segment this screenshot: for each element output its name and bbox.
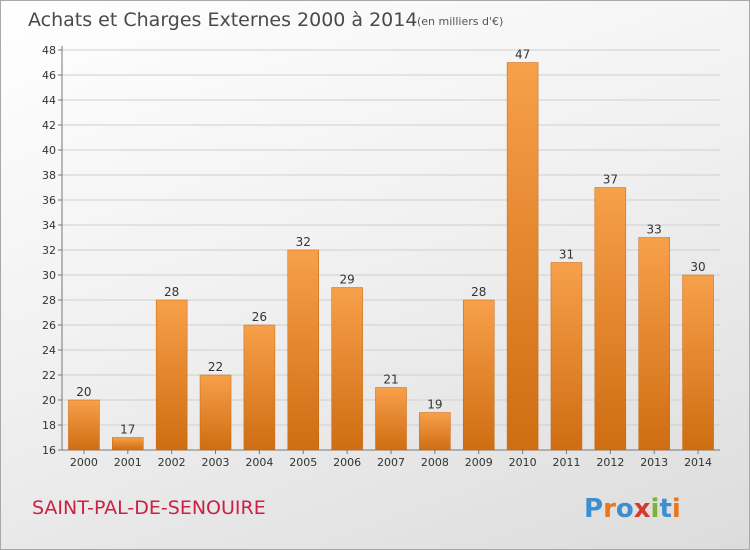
bar-2013 <box>638 237 670 451</box>
y-tick-label: 40 <box>42 144 56 157</box>
y-tick-label: 28 <box>42 294 56 307</box>
logo-letter: r <box>603 494 616 524</box>
chart-title: Achats et Charges Externes 2000 à 2014 <box>28 9 417 31</box>
x-tick-label: 2013 <box>640 456 668 469</box>
data-label: 20 <box>76 385 91 399</box>
x-tick-label: 2006 <box>333 456 361 469</box>
data-label: 29 <box>339 273 354 287</box>
y-tick-label: 44 <box>42 94 56 107</box>
x-tick-label: 2003 <box>202 456 230 469</box>
x-tick-label: 2008 <box>421 456 449 469</box>
y-tick-label: 22 <box>42 369 56 382</box>
x-axis-ticks: 2000 2001 2002 2003 2004 2005 2006 2007 2008 2009… <box>70 450 712 469</box>
y-tick-label: 38 <box>42 169 56 182</box>
data-label: 37 <box>603 173 618 187</box>
x-tick-label: 2012 <box>596 456 624 469</box>
x-tick-label: 2005 <box>289 456 317 469</box>
data-label: 47 <box>515 48 530 62</box>
logo-letter: i <box>651 494 660 524</box>
y-tick-label: 36 <box>42 194 56 207</box>
bars <box>68 62 714 451</box>
data-label: 28 <box>164 285 179 299</box>
y-tick-label: 34 <box>42 219 56 232</box>
bar-2000 <box>68 399 100 451</box>
data-label: 19 <box>427 398 442 412</box>
y-tick-label: 26 <box>42 319 56 332</box>
y-tick-label: 42 <box>42 119 56 132</box>
x-tick-label: 2000 <box>70 456 98 469</box>
bar-2006 <box>331 287 363 451</box>
data-label: 26 <box>252 310 267 324</box>
y-tick-label: 46 <box>42 69 56 82</box>
x-tick-label: 2009 <box>465 456 493 469</box>
logo-letter: o <box>616 494 634 524</box>
logo-letter: P <box>584 494 603 524</box>
logo-letter: i <box>672 494 681 524</box>
bar-2010 <box>506 62 539 451</box>
bar-2008 <box>419 412 451 451</box>
bar-2012 <box>594 187 627 451</box>
data-label: 31 <box>559 248 574 262</box>
proxiti-logo: Proxiti <box>584 494 681 524</box>
bar-2002 <box>155 299 188 451</box>
bar-2005 <box>287 249 320 451</box>
data-label: 33 <box>647 223 662 237</box>
bar-2009 <box>462 299 495 451</box>
x-tick-label: 2014 <box>684 456 712 469</box>
bar-2011 <box>550 262 583 451</box>
bar-2014 <box>682 274 714 451</box>
commune-name: SAINT-PAL-DE-SENOUIRE <box>32 497 266 519</box>
bar-2004 <box>243 324 276 451</box>
data-label: 28 <box>471 285 486 299</box>
x-tick-label: 2011 <box>552 456 580 469</box>
bar-2007 <box>375 387 407 451</box>
data-label: 17 <box>120 423 135 437</box>
y-tick-label: 48 <box>42 44 56 57</box>
y-tick-label: 18 <box>42 419 56 432</box>
y-tick-label: 16 <box>42 444 56 457</box>
x-tick-label: 2001 <box>114 456 142 469</box>
data-label: 32 <box>296 235 311 249</box>
x-tick-label: 2007 <box>377 456 405 469</box>
y-tick-label: 30 <box>42 269 56 282</box>
chart-subtitle: (en milliers d'€) <box>417 15 503 28</box>
x-tick-label: 2002 <box>158 456 186 469</box>
y-tick-label: 20 <box>42 394 56 407</box>
data-label: 30 <box>690 260 705 274</box>
y-tick-label: 32 <box>42 244 56 257</box>
bar-2001 <box>112 437 144 451</box>
x-tick-label: 2004 <box>245 456 273 469</box>
logo-letter: x <box>634 494 651 524</box>
data-labels: 20 17 28 22 26 32 29 21 19 28 47 31 37 33 30 <box>76 48 705 437</box>
data-label: 22 <box>208 360 223 374</box>
y-axis-ticks: 16 18 20 22 24 26 28 30 32 34 36 38 40 42 44 46 48 <box>42 44 62 457</box>
data-label: 21 <box>383 373 398 387</box>
bar-2003 <box>199 374 232 451</box>
y-tick-label: 24 <box>42 344 56 357</box>
logo-letter: t <box>659 494 671 524</box>
x-tick-label: 2010 <box>509 456 537 469</box>
